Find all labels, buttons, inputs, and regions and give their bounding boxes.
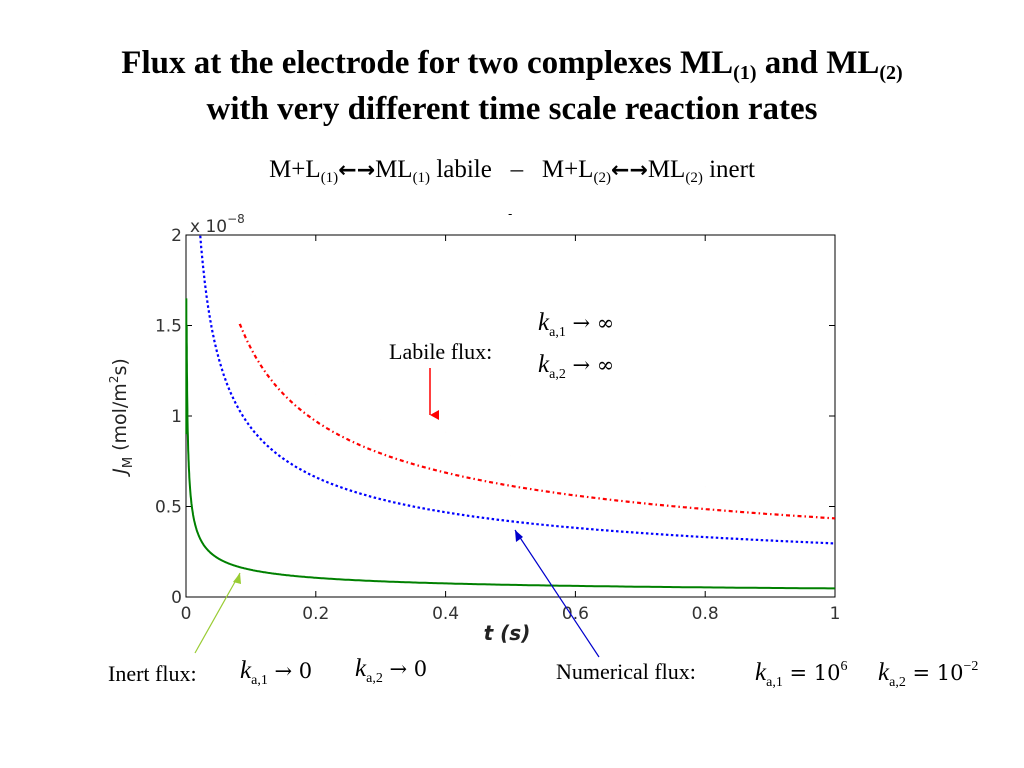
inert-data-point [575, 585, 577, 587]
numerical-data-point [510, 520, 512, 522]
numerical-pointer-head [515, 530, 523, 542]
equilibrium-arrows-2: ←→ [610, 158, 648, 183]
labile-data-point [315, 393, 317, 395]
inert-flux-line [185, 324, 835, 590]
labile-k1: ka,1 → ∞ [538, 309, 615, 340]
inert-data-point [315, 576, 317, 578]
stray-mark: - [508, 207, 512, 221]
sub-s3: (2) [593, 170, 611, 186]
x-axis-label: t (s) [484, 621, 531, 645]
slide-subtitle: M+L(1)←→ML(1) labile – M+L(2)←→ML(2) ine… [0, 154, 1024, 187]
numerical-data-point [315, 475, 317, 477]
labile-data-point [769, 491, 771, 493]
labile-k2: ka,2 → ∞ [538, 351, 615, 382]
labile-data-point [380, 419, 382, 421]
title-line2: with very different time scale reaction … [206, 91, 818, 127]
numerical-data-point [640, 531, 642, 533]
numerical-k1: ka,1 = 106 [755, 659, 848, 690]
inert-data-point [250, 569, 252, 571]
numerical-pointer-line [514, 529, 600, 658]
numerical-data-point [769, 538, 771, 540]
numerical-data-point [218, 370, 220, 372]
title-line1-b: and ML [756, 45, 880, 81]
numerical-data-point [250, 426, 252, 428]
sub-s4: (2) [685, 170, 703, 186]
inert-data-point [445, 583, 447, 585]
sub-e: inert [702, 156, 755, 183]
inert-data-point [188, 470, 190, 472]
numerical-data-point [834, 542, 836, 544]
labile-data-point [834, 495, 836, 497]
numerical-data-point [575, 526, 577, 528]
numerical-data-point [283, 459, 285, 461]
plot-area [185, 234, 836, 598]
labile-data-point [704, 486, 706, 488]
x-tick-label: 1 [830, 604, 841, 624]
y-tick-label: 1 [171, 407, 182, 427]
slide-title: Flux at the electrode for two complexes … [0, 40, 1024, 132]
inert-data-point [704, 587, 706, 589]
x-tick-label: 0 [181, 604, 192, 624]
y-tick-label: 0.5 [155, 498, 182, 518]
title-sub1: (1) [733, 62, 757, 84]
x-tick-label: 0.6 [562, 604, 589, 624]
labile-data-point [239, 234, 241, 236]
equilibrium-arrows-1: ←→ [338, 158, 376, 183]
series-group [185, 234, 836, 590]
labile-data-point [640, 479, 642, 481]
labile-data-point [575, 470, 577, 472]
labile-data-point [283, 361, 285, 363]
x-tick-label: 0.8 [692, 604, 719, 624]
y-scale-label: x 10−8 [190, 212, 245, 237]
inert-data-point [218, 558, 220, 560]
sub-d: ML [647, 156, 686, 183]
sub-a: M+L [269, 156, 321, 183]
y-axis-label: JM (mol/m2s) [107, 358, 136, 478]
inert-pointer-line [194, 572, 241, 654]
sub-s2: (1) [412, 170, 431, 186]
labile-data-point [445, 431, 447, 433]
inert-k1: ka,1 → 0 [240, 657, 313, 688]
labile-flux-label: Labile flux: [389, 339, 493, 364]
labile-data-point [250, 294, 252, 296]
y-tick-label: 1.5 [155, 317, 182, 337]
numerical-k2: ka,2 = 10−2 [878, 659, 979, 690]
labile-data-point [510, 455, 512, 457]
numerical-data-point [704, 535, 706, 537]
numerical-flux-label: Numerical flux: [556, 659, 696, 684]
x-tick-label: 0.4 [432, 604, 459, 624]
x-tick-label: 0.2 [302, 604, 329, 624]
inert-k2: ka,2 → 0 [355, 655, 428, 686]
labile-flux-line [238, 323, 836, 520]
sub-c: labile – M+L [430, 156, 594, 183]
y-tick-label: 0 [171, 588, 182, 608]
axis-ticks: 0 0.2 0.4 0.6 0.8 1 0 0.5 1 1.5 2 [155, 226, 840, 624]
inert-data-point [198, 535, 200, 537]
y-tick-label: 2 [171, 226, 182, 246]
inert-pointer-head [233, 573, 241, 584]
inert-data-point [834, 588, 836, 590]
title-line1-a: Flux at the electrode for two complexes … [121, 45, 734, 81]
inert-data-point [192, 511, 194, 513]
numerical-data-point [445, 511, 447, 513]
numerical-data-point [380, 497, 382, 499]
sub-b: ML [375, 156, 413, 183]
inert-flux-label: Inert flux: [108, 661, 197, 686]
title-sub2: (2) [879, 62, 903, 84]
sub-s1: (1) [320, 170, 339, 186]
